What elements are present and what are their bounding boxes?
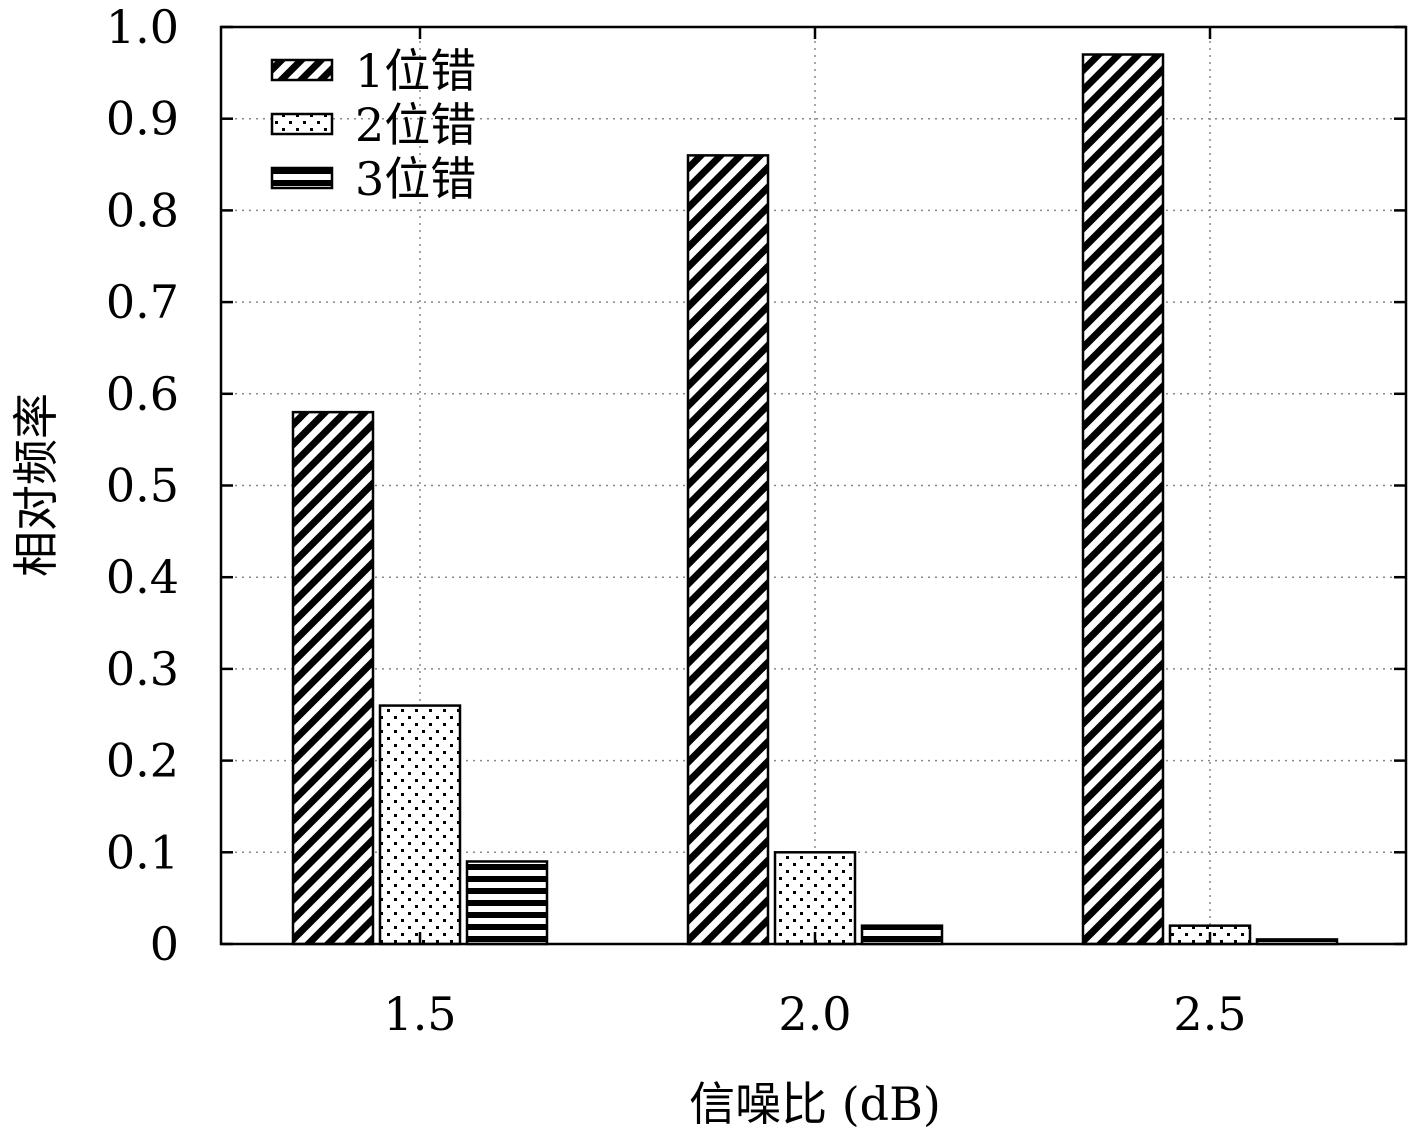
y-tick-label-9: 0.9 <box>106 92 179 146</box>
x-axis-ticks: 1.5 2.0 2.5 <box>383 27 1247 1041</box>
y-tick-label-2: 0.2 <box>106 734 179 788</box>
y-tick-label-6: 0.6 <box>106 367 179 421</box>
legend-label-2bit: 2位错 <box>355 98 476 152</box>
y-tick-label-4: 0.4 <box>106 550 179 604</box>
bar-series1-2.0 <box>686 154 770 946</box>
bars <box>291 53 1339 946</box>
y-tick-label-0: 0 <box>150 917 179 971</box>
bar-series1-1.5 <box>291 410 375 946</box>
legend-label-3bit: 3位错 <box>355 152 476 206</box>
legend-swatch-2bit <box>270 112 334 136</box>
y-axis-ticks: 0 0.1 0.2 0.3 0.4 0.5 0.6 0.7 0.8 0.9 1.0 <box>106 0 1406 971</box>
y-axis-title: 相对频率 <box>9 393 63 577</box>
y-tick-label-1: 0.1 <box>106 825 179 879</box>
legend: 1位错 2位错 3位错 <box>270 44 476 206</box>
legend-swatch-1bit <box>270 58 334 82</box>
y-tick-label-5: 0.5 <box>106 459 179 513</box>
y-tick-label-8: 0.8 <box>106 183 179 237</box>
bar-series1-2.5 <box>1081 53 1165 946</box>
x-tick-label-2: 2.5 <box>1173 987 1246 1041</box>
legend-swatch-3bit <box>270 166 334 190</box>
x-tick-label-1: 2.0 <box>778 987 851 1041</box>
bar-series2-2.0 <box>773 851 857 946</box>
x-axis-title: 信噪比 (dB) <box>689 1077 941 1131</box>
legend-label-1bit: 1位错 <box>355 44 476 98</box>
bar-series2-1.5 <box>378 704 462 946</box>
x-tick-label-0: 1.5 <box>383 987 456 1041</box>
bar-series3-1.5 <box>465 860 549 946</box>
y-tick-label-10: 1.0 <box>106 0 179 54</box>
y-tick-label-3: 0.3 <box>106 642 179 696</box>
bar-series3-2.0 <box>860 924 944 946</box>
y-tick-label-7: 0.7 <box>106 275 179 329</box>
